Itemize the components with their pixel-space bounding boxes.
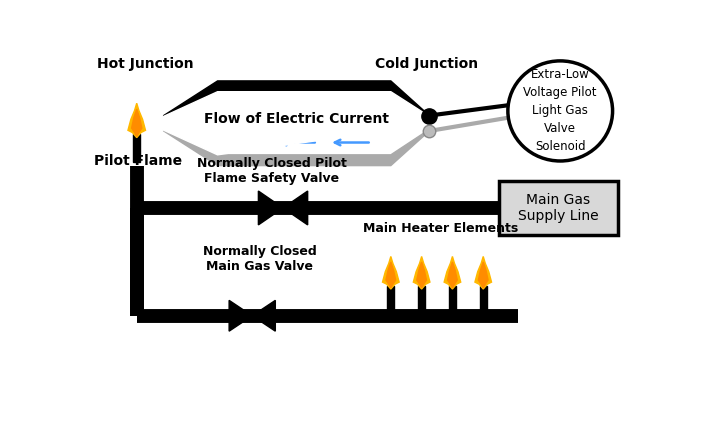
Text: Pilot Flame: Pilot Flame <box>94 154 182 168</box>
Polygon shape <box>164 129 430 166</box>
Ellipse shape <box>508 61 613 161</box>
Text: Cold Junction: Cold Junction <box>376 57 479 71</box>
Bar <box>480 286 486 312</box>
Text: Hot Junction: Hot Junction <box>97 57 193 71</box>
Text: Flow of Electric Current: Flow of Electric Current <box>204 112 389 126</box>
Polygon shape <box>413 257 430 289</box>
Polygon shape <box>164 81 430 117</box>
Polygon shape <box>252 300 275 331</box>
Polygon shape <box>479 262 488 287</box>
Text: Main Gas
Supply Line: Main Gas Supply Line <box>518 193 599 223</box>
Polygon shape <box>444 257 461 289</box>
Polygon shape <box>283 191 307 225</box>
Polygon shape <box>131 109 142 136</box>
Text: Normally Closed
Main Gas Valve: Normally Closed Main Gas Valve <box>203 245 317 273</box>
Polygon shape <box>128 103 146 138</box>
Polygon shape <box>229 300 252 331</box>
Polygon shape <box>386 262 395 287</box>
Bar <box>388 286 394 312</box>
Text: Extra-Low
Voltage Pilot
Light Gas
Valve
Solenoid: Extra-Low Voltage Pilot Light Gas Valve … <box>523 68 597 153</box>
Polygon shape <box>417 262 427 287</box>
Polygon shape <box>164 92 430 155</box>
Bar <box>498 181 618 235</box>
Polygon shape <box>475 257 491 289</box>
Text: Normally Closed Pilot
Flame Safety Valve: Normally Closed Pilot Flame Safety Valve <box>197 157 346 185</box>
Bar <box>418 286 425 312</box>
Polygon shape <box>447 262 457 287</box>
Polygon shape <box>383 257 399 289</box>
Polygon shape <box>258 191 283 225</box>
Bar <box>133 134 141 162</box>
Bar <box>449 286 456 312</box>
Text: Main Heater Elements: Main Heater Elements <box>364 222 518 235</box>
